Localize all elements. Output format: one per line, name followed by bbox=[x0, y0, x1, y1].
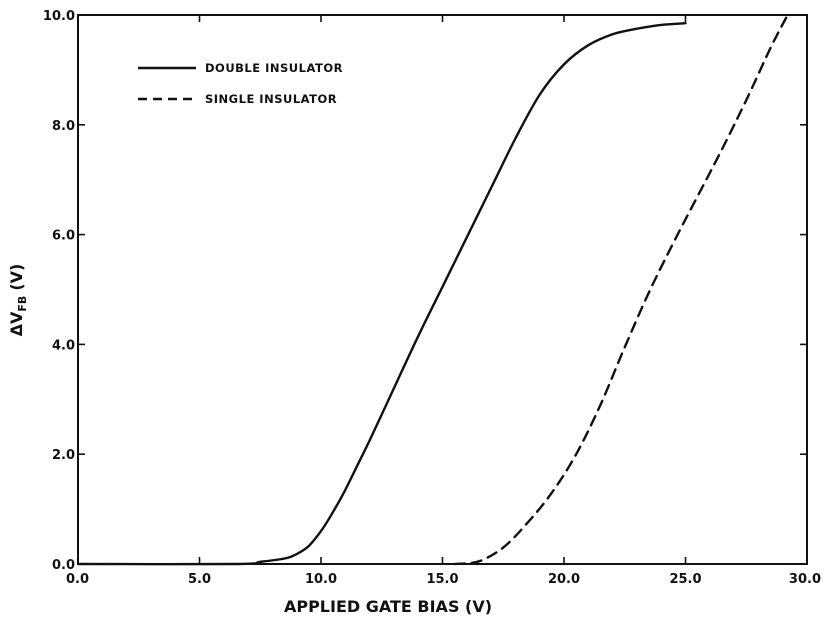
y-axis-title-unit: (V) bbox=[7, 264, 26, 291]
x-axis-title: APPLIED GATE BIAS (V) bbox=[284, 597, 492, 616]
y-axis-title-subscript: FB bbox=[16, 296, 29, 312]
y-tick-label: 8.0 bbox=[52, 119, 75, 134]
legend-label-double-insulator: DOUBLE INSULATOR bbox=[205, 61, 343, 75]
x-tick-label: 15.0 bbox=[426, 572, 458, 587]
y-tick-label: 6.0 bbox=[52, 229, 75, 244]
x-tick-label: 0.0 bbox=[66, 572, 89, 587]
series-layer bbox=[76, 13, 789, 566]
svg-text:ΔVFB(V): ΔVFB (V) bbox=[7, 264, 29, 337]
series-line-double-insulator bbox=[76, 22, 687, 566]
x-axis-tick-labels: 0.0 5.0 10.0 15.0 20.0 25.0 30.0 bbox=[66, 572, 821, 587]
y-tick-label: 2.0 bbox=[52, 448, 75, 463]
series-line-single-insulator bbox=[453, 13, 789, 566]
y-tick-label: 4.0 bbox=[52, 338, 75, 353]
y-axis-ticks bbox=[78, 14, 807, 565]
x-tick-label: 20.0 bbox=[548, 572, 580, 587]
x-tick-label: 5.0 bbox=[188, 572, 211, 587]
legend: DOUBLE INSULATOR SINGLE INSULATOR bbox=[138, 61, 343, 106]
y-tick-label: 10.0 bbox=[43, 9, 75, 24]
x-tick-label: 10.0 bbox=[305, 572, 337, 587]
x-tick-label: 25.0 bbox=[669, 572, 701, 587]
y-axis-title: ΔVFB (V) bbox=[7, 264, 29, 337]
y-axis-tick-labels: 0.0 2.0 4.0 6.0 8.0 10.0 bbox=[43, 9, 75, 573]
x-axis-ticks bbox=[77, 15, 808, 564]
legend-label-single-insulator: SINGLE INSULATOR bbox=[205, 92, 337, 106]
y-axis-title-symbol: ΔV bbox=[7, 311, 26, 336]
x-tick-label: 30.0 bbox=[789, 572, 821, 587]
y-tick-label: 0.0 bbox=[52, 558, 75, 573]
